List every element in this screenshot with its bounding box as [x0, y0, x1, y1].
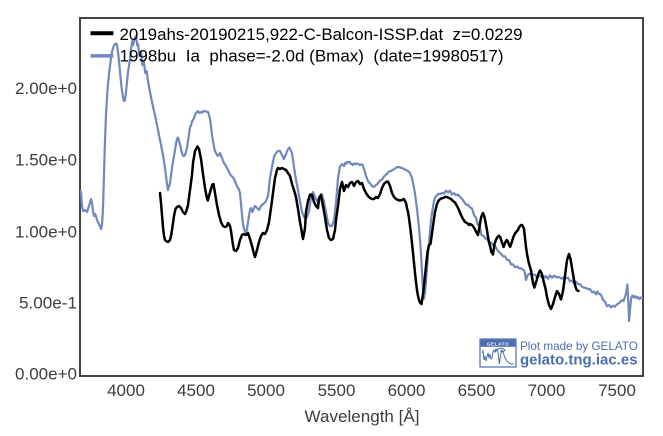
- svg-text:7500: 7500: [598, 381, 636, 400]
- svg-text:1.50e+0: 1.50e+0: [15, 151, 77, 170]
- svg-text:7000: 7000: [528, 381, 566, 400]
- svg-text:Wavelength [Å]: Wavelength [Å]: [305, 407, 420, 426]
- svg-text:2.00e+0: 2.00e+0: [15, 79, 77, 98]
- svg-text:6000: 6000: [388, 381, 426, 400]
- svg-text:0.00e+0: 0.00e+0: [15, 365, 77, 384]
- svg-text:1.00e+0: 1.00e+0: [15, 223, 77, 242]
- svg-text:5.00e-1: 5.00e-1: [19, 294, 77, 313]
- svg-text:6500: 6500: [458, 381, 496, 400]
- svg-text:1998bu Ia phase=-2.0d (Bmax): 1998bu Ia phase=-2.0d (Bmax) (date=19980…: [120, 47, 504, 66]
- svg-text:gelato.tng.iac.es: gelato.tng.iac.es: [520, 352, 638, 369]
- svg-text:5500: 5500: [318, 381, 356, 400]
- svg-text:4500: 4500: [177, 381, 215, 400]
- svg-text:5000: 5000: [247, 381, 285, 400]
- svg-text:2019ahs-20190215,922-C-Balcon-: 2019ahs-20190215,922-C-Balcon-ISSP.dat z…: [120, 25, 523, 44]
- svg-text:GELATO: GELATO: [487, 341, 509, 346]
- svg-text:4000: 4000: [107, 381, 145, 400]
- svg-text:Plot made by GELATO: Plot made by GELATO: [520, 340, 638, 353]
